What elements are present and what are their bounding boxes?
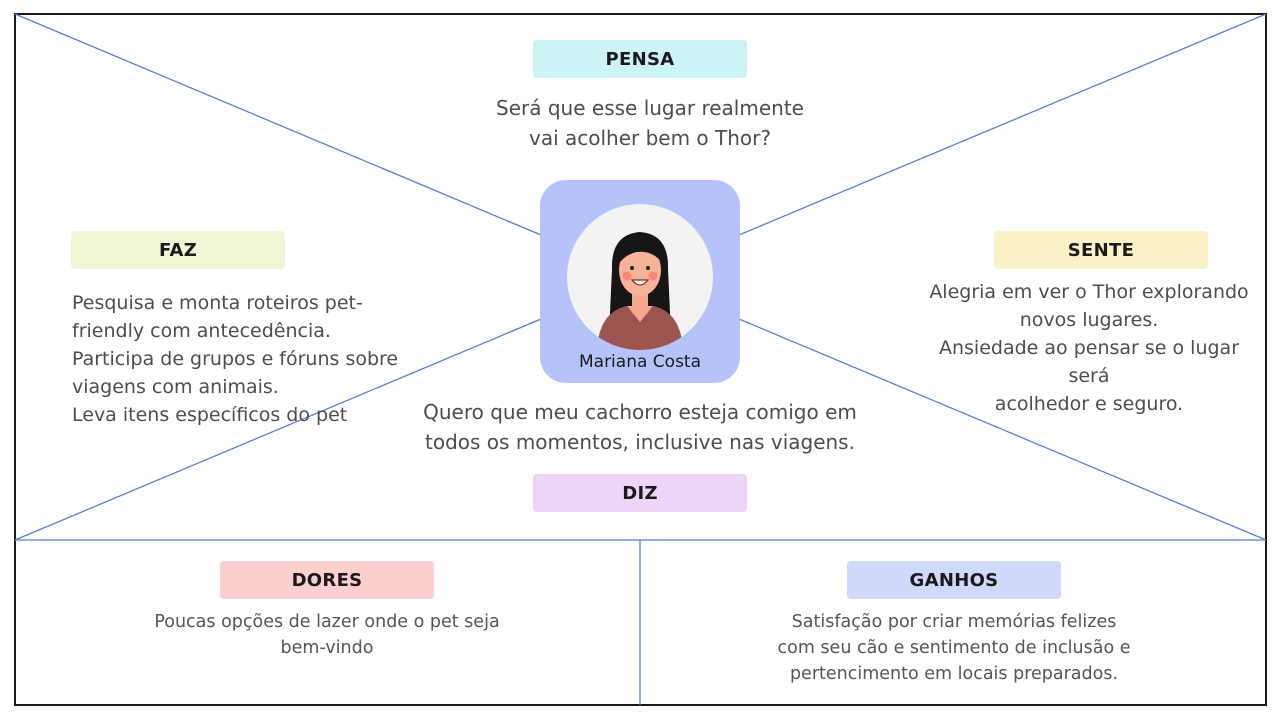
dores-line: Poucas opções de lazer onde o pet seja [154,612,500,632]
pensa-line: vai acolher bem o Thor? [528,126,771,150]
diagonal-top-left [14,13,573,249]
diagonal-bottom-right [707,305,1267,541]
faz-line: Participa de grupos e fóruns sobre [72,348,399,370]
dores-text: Poucas opções de lazer onde o pet seja b… [127,609,527,661]
faz-line: viagens com animais. [72,376,279,398]
sente-line: Ansiedade ao pensar se o lugar será [938,337,1240,387]
diz-tag: DIZ [533,474,747,512]
diz-text: Quero que meu cachorro esteja comigo em … [400,397,880,457]
sente-line: novos lugares. [1019,309,1159,331]
faz-tag: FAZ [71,231,285,269]
faz-line: Leva itens específicos do pet [72,404,348,426]
sente-text: Alegria em ver o Thor explorando novos l… [918,278,1260,418]
pensa-text: Será que esse lugar realmente vai acolhe… [440,93,860,153]
ganhos-line: pertencimento em locais preparados. [789,664,1119,684]
dores-label: DORES [291,569,363,591]
pensa-line: Será que esse lugar realmente [496,96,804,120]
ganhos-line: com seu cão e sentimento de inclusão e [777,638,1131,658]
sente-label: SENTE [1067,239,1135,261]
sente-tag: SENTE [994,231,1208,269]
ganhos-line: Satisfação por criar memórias felizes [791,612,1117,632]
diz-line: todos os momentos, inclusive nas viagens… [425,430,855,454]
faz-label: FAZ [158,239,198,261]
persona-card: Mariana Costa [540,180,740,383]
diagonal-bottom-left [14,305,573,541]
ganhos-tag: GANHOS [847,561,1061,599]
sente-line: acolhedor e seguro. [994,393,1184,415]
woman-avatar-icon [567,204,713,350]
persona-name: Mariana Costa [578,352,702,372]
dores-line: bem-vindo [280,638,374,658]
pensa-tag: PENSA [533,40,747,78]
sente-line: Alegria em ver o Thor explorando [929,281,1249,303]
dores-tag: DORES [220,561,434,599]
pensa-label: PENSA [605,48,675,70]
diz-label: DIZ [622,482,658,504]
faz-line: Pesquisa e monta roteiros pet- [72,292,363,314]
faz-line: friendly com antecedência. [72,320,331,342]
diagonal-top-right [707,13,1267,249]
faz-text: Pesquisa e monta roteiros pet- friendly … [72,289,432,429]
diz-line: Quero que meu cachorro esteja comigo em [423,400,857,424]
ganhos-label: GANHOS [909,569,999,591]
ganhos-text: Satisfação por criar memórias felizes co… [754,609,1154,687]
